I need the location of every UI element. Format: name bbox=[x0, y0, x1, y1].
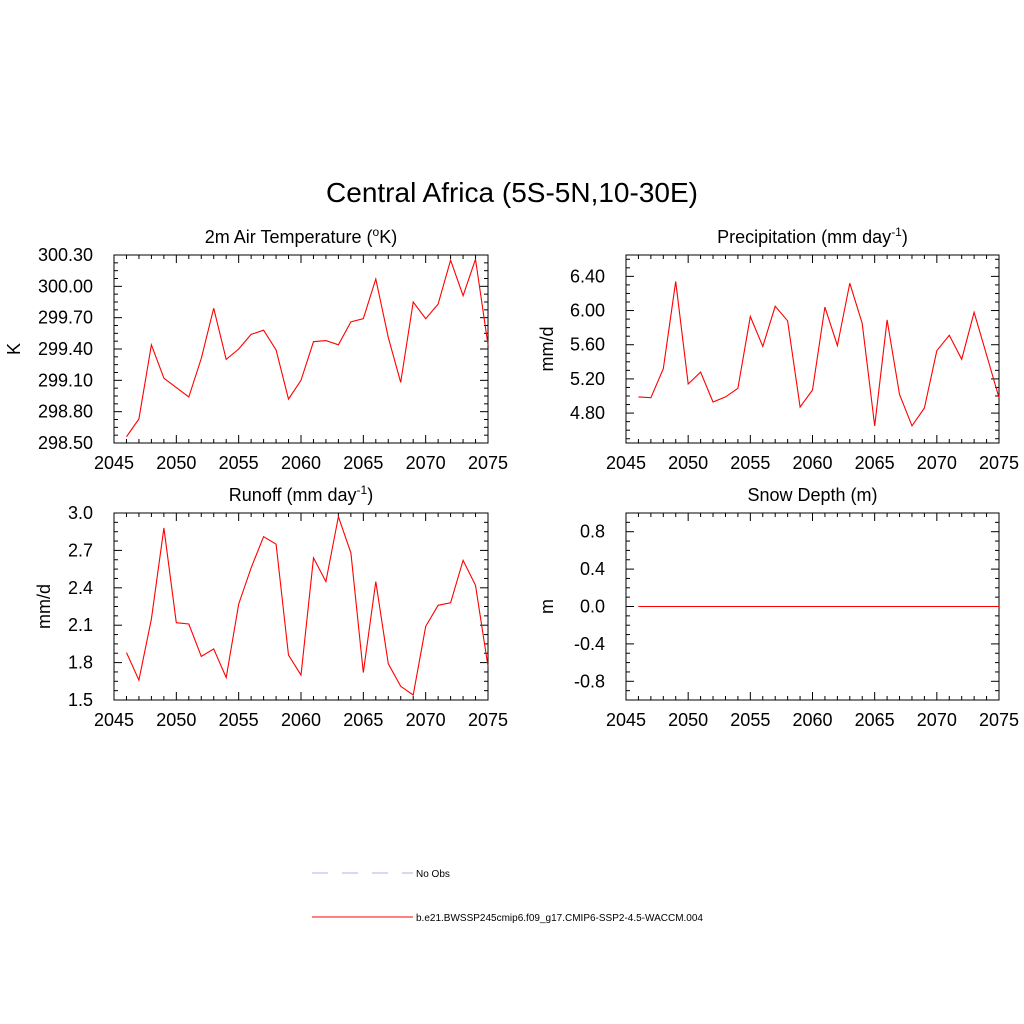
x-tick-label: 2075 bbox=[979, 453, 1019, 473]
chart-panels: 2m Air Temperature (oK)2045 2050 2055 2060 2… bbox=[4, 225, 1019, 730]
x-tick-label: 2065 bbox=[343, 453, 383, 473]
y-tick-label: 299.40 bbox=[38, 339, 93, 359]
series-line bbox=[125, 514, 489, 696]
x-tick-label: 2060 bbox=[281, 710, 321, 730]
y-tick-label: 0.8 bbox=[580, 522, 605, 542]
y-tick-label: 299.70 bbox=[38, 308, 93, 328]
y-tick-label: 3.0 bbox=[68, 503, 93, 523]
y-tick-label: 0.4 bbox=[580, 559, 605, 579]
y-axis-label: K bbox=[4, 343, 24, 355]
y-axis-label: mm/d bbox=[537, 327, 557, 372]
y-tick-label: 6.00 bbox=[570, 301, 605, 321]
panel-title-superscript: -1 bbox=[357, 483, 368, 497]
x-tick-label: 2075 bbox=[468, 710, 508, 730]
y-tick-label: 300.30 bbox=[38, 245, 93, 265]
x-tick-label: 2045 bbox=[606, 453, 646, 473]
y-tick-label: 298.80 bbox=[38, 402, 93, 422]
series-line bbox=[126, 258, 489, 438]
y-tick-label: 298.50 bbox=[38, 433, 93, 453]
x-tick-label: 2060 bbox=[281, 453, 321, 473]
x-tick-label: 2050 bbox=[156, 710, 196, 730]
y-tick-label: 5.60 bbox=[570, 335, 605, 355]
legend: No Obs b.e21.BWSSP245cmip6.f09_g17.CMIP6-… bbox=[312, 869, 703, 924]
legend-item: No Obs bbox=[312, 869, 450, 880]
plot-frame bbox=[113, 254, 489, 444]
x-tick-label: 2055 bbox=[219, 710, 259, 730]
panel-title-suffix: ) bbox=[902, 227, 908, 247]
panel-title-superscript: o bbox=[373, 225, 380, 239]
panel-title: 2m Air Temperature (oK) bbox=[205, 225, 397, 247]
panel-title-text: Snow Depth (m) bbox=[747, 485, 877, 505]
x-tick-label: 2055 bbox=[730, 453, 770, 473]
y-tick-label: 300.00 bbox=[38, 276, 93, 296]
chart-panel-4: Snow Depth (m) 2045 2050 2055 2060 2065 2070 20… bbox=[537, 485, 1019, 730]
x-tick-label: 2050 bbox=[668, 710, 708, 730]
x-tick-label: 2050 bbox=[156, 453, 196, 473]
panel-title-suffix: ) bbox=[367, 485, 373, 505]
y-tick-label: 5.20 bbox=[570, 369, 605, 389]
y-tick-label: 2.7 bbox=[68, 540, 93, 560]
x-tick-label: 2045 bbox=[94, 453, 134, 473]
legend-item: b.e21.BWSSP245cmip6.f09_g17.CMIP6-SSP2-4… bbox=[312, 913, 703, 924]
panel-title: Snow Depth (m) bbox=[747, 485, 877, 505]
y-tick-label: 1.5 bbox=[68, 690, 93, 710]
x-tick-label: 2055 bbox=[730, 710, 770, 730]
y-tick-label: 2.1 bbox=[68, 615, 93, 635]
x-tick-label: 2070 bbox=[917, 710, 957, 730]
x-tick-label: 2070 bbox=[406, 453, 446, 473]
legend-label: b.e21.BWSSP245cmip6.f09_g17.CMIP6-SSP2-4… bbox=[416, 913, 703, 924]
panel-title: Runoff (mm day-1) bbox=[229, 483, 373, 505]
x-tick-label: 2045 bbox=[94, 710, 134, 730]
panel-title: Precipitation (mm day-1) bbox=[717, 225, 908, 247]
x-tick-label: 2065 bbox=[855, 453, 895, 473]
y-tick-label: 0.0 bbox=[580, 597, 605, 617]
plot-frame bbox=[625, 254, 1000, 444]
x-tick-label: 2075 bbox=[468, 453, 508, 473]
main-title: Central Africa (5S-5N,10-30E) bbox=[326, 177, 698, 208]
chart-panel-3: Runoff (mm day-1) 2045 2050 2055 2060 2065 207… bbox=[34, 483, 508, 730]
chart-panel-1: 2m Air Temperature (oK) 2045 2050 2055 2060 2… bbox=[4, 225, 508, 473]
panel-title-superscript: -1 bbox=[891, 225, 902, 239]
x-tick-label: 2060 bbox=[792, 453, 832, 473]
y-tick-label: 299.10 bbox=[38, 370, 93, 390]
x-tick-label: 2060 bbox=[792, 710, 832, 730]
y-tick-label: 2.4 bbox=[68, 578, 93, 598]
x-tick-label: 2050 bbox=[668, 453, 708, 473]
y-tick-label: -0.8 bbox=[574, 671, 605, 691]
y-axis-label: mm/d bbox=[34, 584, 54, 629]
x-tick-label: 2070 bbox=[406, 710, 446, 730]
legend-label: No Obs bbox=[416, 869, 450, 880]
chart-panel-2: Precipitation (mm day-1) 2045 2050 2055 2060… bbox=[537, 225, 1019, 473]
y-tick-label: 1.8 bbox=[68, 653, 93, 673]
x-tick-label: 2075 bbox=[979, 710, 1019, 730]
x-tick-label: 2055 bbox=[219, 453, 259, 473]
panel-title-text: Runoff (mm day bbox=[229, 485, 357, 505]
panel-title-suffix: K) bbox=[379, 227, 397, 247]
y-axis-label: m bbox=[537, 599, 557, 614]
x-tick-label: 2065 bbox=[855, 710, 895, 730]
panel-title-text: 2m Air Temperature ( bbox=[205, 227, 373, 247]
y-tick-label: 6.40 bbox=[570, 266, 605, 286]
x-tick-label: 2045 bbox=[606, 710, 646, 730]
x-tick-label: 2065 bbox=[343, 710, 383, 730]
y-tick-label: -0.4 bbox=[574, 634, 605, 654]
x-tick-label: 2070 bbox=[917, 453, 957, 473]
panel-title-text: Precipitation (mm day bbox=[717, 227, 891, 247]
y-tick-label: 4.80 bbox=[570, 403, 605, 423]
series-line bbox=[638, 281, 1000, 428]
